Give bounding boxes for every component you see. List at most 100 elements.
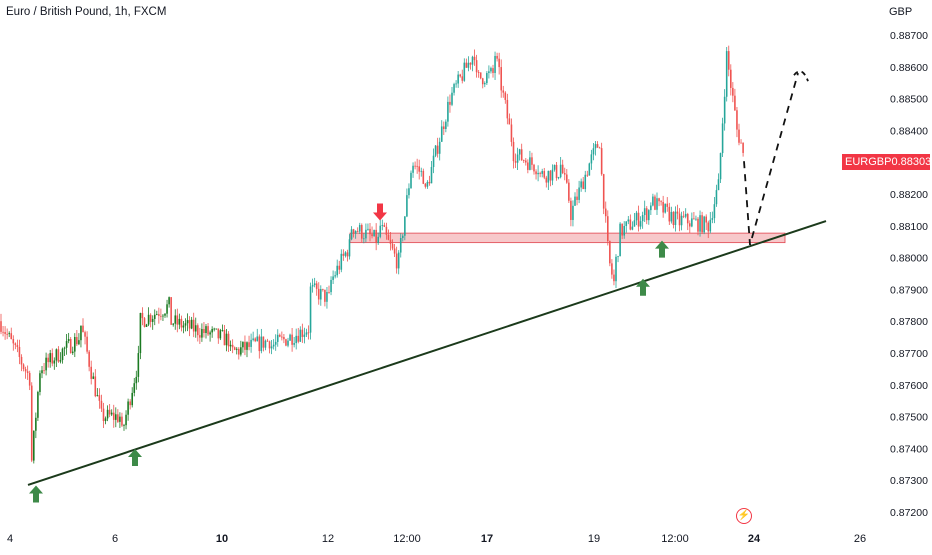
candle-body [389,239,392,244]
candle-body [104,418,107,422]
candle-body [637,212,640,227]
candle-body [432,155,435,168]
arrow-up-icon [128,448,142,466]
candle-body [348,239,351,257]
y-tick-label: 0.88600 [890,62,928,74]
candle-body [320,289,322,300]
candle-body [473,56,476,61]
candle-body [635,212,638,221]
candle-body [399,238,402,253]
y-tick-label: 0.88400 [890,125,928,137]
candle-body [496,55,498,59]
candle-body [379,225,382,237]
candle-body [115,414,117,420]
candle-body [248,342,250,347]
candle-body [484,83,486,85]
candle-body [164,313,166,316]
candle-body [20,356,23,365]
supply-demand-zone[interactable] [349,232,786,244]
y-tick-label: 0.87400 [890,443,928,455]
time-axis[interactable]: 4 6 10 12 12:00 17 19 12:00 24 26 [7,533,866,545]
candle-body [238,348,240,355]
candle-body [215,328,218,330]
candle-body [94,376,97,397]
candle-body [385,226,388,235]
candle-body [736,110,738,130]
projection-group [743,70,809,246]
candle-body [252,338,254,340]
candle-body [469,62,472,65]
candle-body [420,170,423,172]
candle-body [576,196,578,200]
candle-body [522,160,525,161]
candle-body [260,336,263,352]
candle-body [650,205,652,211]
candle-body [59,360,62,362]
candle-body [410,172,412,189]
candle-body [486,73,488,84]
candle-body [174,315,177,324]
candle-body [37,392,39,418]
candle-body [279,334,281,337]
candle-body [235,348,238,350]
candle-body [324,289,326,302]
candle-body [397,252,400,269]
candle-body [465,62,468,68]
candle-body [664,203,666,213]
candle-body [563,173,566,175]
candle-body [80,325,82,341]
candle-body [125,414,127,426]
support-trendline[interactable] [27,220,827,486]
currency-label: GBP [889,6,913,18]
candle-body [471,56,474,65]
candle-body [481,78,484,85]
x-tick-label: 12:00 [393,533,421,545]
candle-body [2,331,4,333]
candle-body [162,315,164,317]
candle-body [332,276,334,280]
candle-body [363,238,365,240]
candle-body [110,412,113,415]
markers-group [29,203,669,503]
candle-body [551,169,554,181]
candle-body [689,223,691,227]
candle-body [672,211,675,225]
candle-body [713,204,716,219]
candle-body [383,225,386,227]
candle-body [0,321,2,332]
candle-body [732,87,734,96]
trendline-group[interactable] [27,220,827,486]
candle-body [365,229,367,239]
candle-body [615,256,617,282]
candle-body [233,347,236,350]
candle-body [69,338,72,354]
candle-body [467,62,470,68]
candle-body [182,325,185,328]
candle-body [350,229,353,240]
candle-body [643,208,646,216]
candle-body [668,206,671,222]
candle-body [596,144,599,148]
candle-body [127,401,129,415]
candle-body [268,341,271,349]
candle-body [354,230,357,234]
candle-body [715,190,718,205]
candle-body [574,196,576,206]
tradingview-logo-icon[interactable]: ⚡ [736,508,752,524]
candle-body [723,96,726,124]
candle-body [566,174,568,183]
candle-body [707,222,710,232]
candle-body [463,62,466,81]
candle-body [658,198,660,202]
candle-body [84,332,86,337]
candle-body [229,344,232,347]
candle-body [402,235,404,239]
price-axis[interactable]: 0.887000.886000.885000.884000.883000.882… [890,30,928,519]
candle-body [199,335,201,338]
candle-body [414,165,416,167]
candle-body [53,360,56,364]
candle-body [541,171,543,174]
candle-body [459,74,461,77]
